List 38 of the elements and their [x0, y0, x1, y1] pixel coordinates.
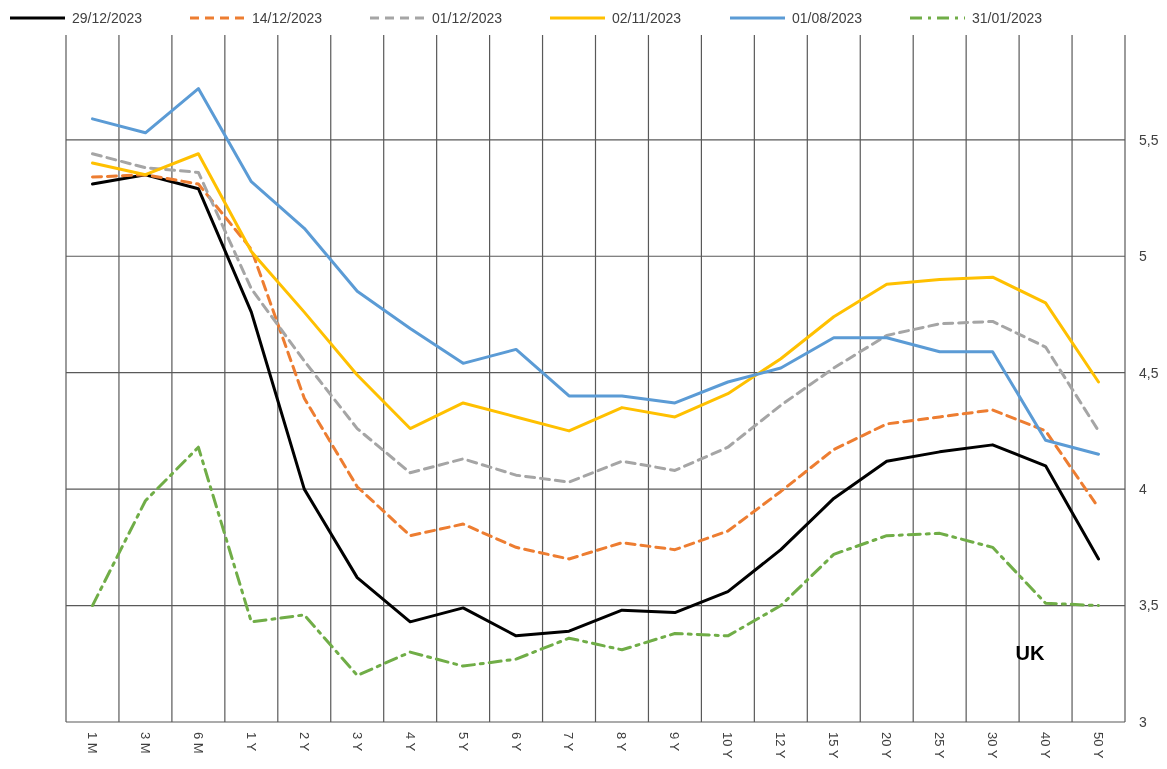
x-tick-label: 4 Y — [402, 732, 418, 752]
line-series — [90, 152, 1101, 484]
y-tick-label: 3 — [1139, 713, 1147, 730]
x-tick-label: 20 Y — [879, 732, 895, 759]
x-tick-label: 30 Y — [985, 732, 1001, 759]
legend-label: 29/12/2023 — [72, 9, 143, 26]
x-tick-label: 9 Y — [667, 732, 683, 752]
legend-label: 31/01/2023 — [972, 9, 1043, 26]
x-tick-label: 7 Y — [561, 732, 577, 752]
annotation: UK — [1015, 642, 1045, 665]
x-tick-label: 3 M — [137, 732, 153, 754]
line-series — [90, 173, 1101, 638]
x-tick-label: 15 Y — [826, 732, 842, 759]
x-tick-label: 3 Y — [349, 732, 365, 752]
x-tick-label: 5 Y — [455, 732, 471, 752]
y-tick-label: 4,5 — [1139, 364, 1159, 381]
x-tick-label: 2 Y — [296, 732, 312, 752]
x-tick-label: 10 Y — [720, 732, 736, 759]
line-series — [90, 152, 1101, 433]
x-tick-label: 1 M — [84, 732, 100, 754]
line-series — [90, 87, 1101, 456]
x-tick-label: 6 M — [190, 732, 206, 754]
x-tick-label: 50 Y — [1090, 732, 1106, 759]
x-tick-label: 25 Y — [932, 732, 948, 759]
y-tick-label: 3,5 — [1139, 597, 1159, 614]
x-tick-label: 6 Y — [508, 732, 524, 752]
y-tick-label: 4 — [1139, 481, 1147, 498]
line-series — [90, 445, 1101, 677]
legend-label: 01/08/2023 — [792, 9, 863, 26]
y-tick-label: 5,5 — [1139, 131, 1159, 148]
legend-label: 01/12/2023 — [432, 9, 503, 26]
legend-label: 02/11/2023 — [612, 9, 682, 26]
x-tick-label: 40 Y — [1038, 732, 1054, 759]
y-tick-label: 5 — [1139, 248, 1147, 265]
x-tick-label: 1 Y — [243, 732, 259, 752]
x-tick-label: 8 Y — [614, 732, 630, 752]
x-tick-label: 12 Y — [773, 732, 789, 759]
legend-label: 14/12/2023 — [252, 9, 323, 26]
